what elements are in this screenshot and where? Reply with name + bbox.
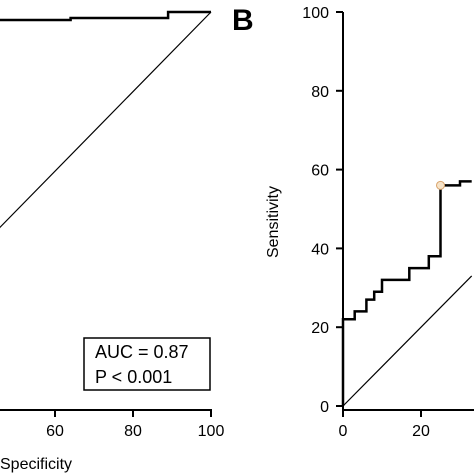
x-tick-label: 0: [339, 423, 348, 440]
panel-label: B: [232, 4, 254, 37]
y-tick-label: 100: [302, 5, 329, 22]
auc-annotation-box: [83, 337, 211, 391]
optimal-cutoff-point: [436, 180, 445, 190]
y-axis-label: Sensitivity: [265, 186, 282, 258]
x-tick-label: 60: [46, 423, 64, 440]
y-tick-label: 0: [320, 399, 329, 416]
roc-curve: [341, 180, 472, 406]
roc-panel-b: B 0 20 40 60 80 100 0 20 Sensitivity: [232, 4, 474, 440]
x-tick-label: 20: [412, 423, 430, 440]
x-axis-label: Specificity: [0, 456, 72, 473]
y-tick-label: 40: [311, 241, 329, 258]
reference-diagonal: [342, 275, 473, 407]
x-tick-label: 100: [198, 423, 225, 440]
reference-diagonal: [0, 11, 212, 229]
x-tick-label: 80: [124, 423, 142, 440]
y-tick-label: 80: [311, 84, 329, 101]
auc-value-label: AUC = 0.87: [95, 342, 189, 362]
y-tick-label: 60: [311, 163, 329, 180]
p-value-label: P < 0.001: [95, 367, 172, 387]
roc-curve: [0, 10, 211, 22]
roc-panel-a: 60 80 100 Specificity AUC = 0.87 P < 0.0…: [0, 10, 225, 473]
y-tick-label: 20: [311, 320, 329, 337]
